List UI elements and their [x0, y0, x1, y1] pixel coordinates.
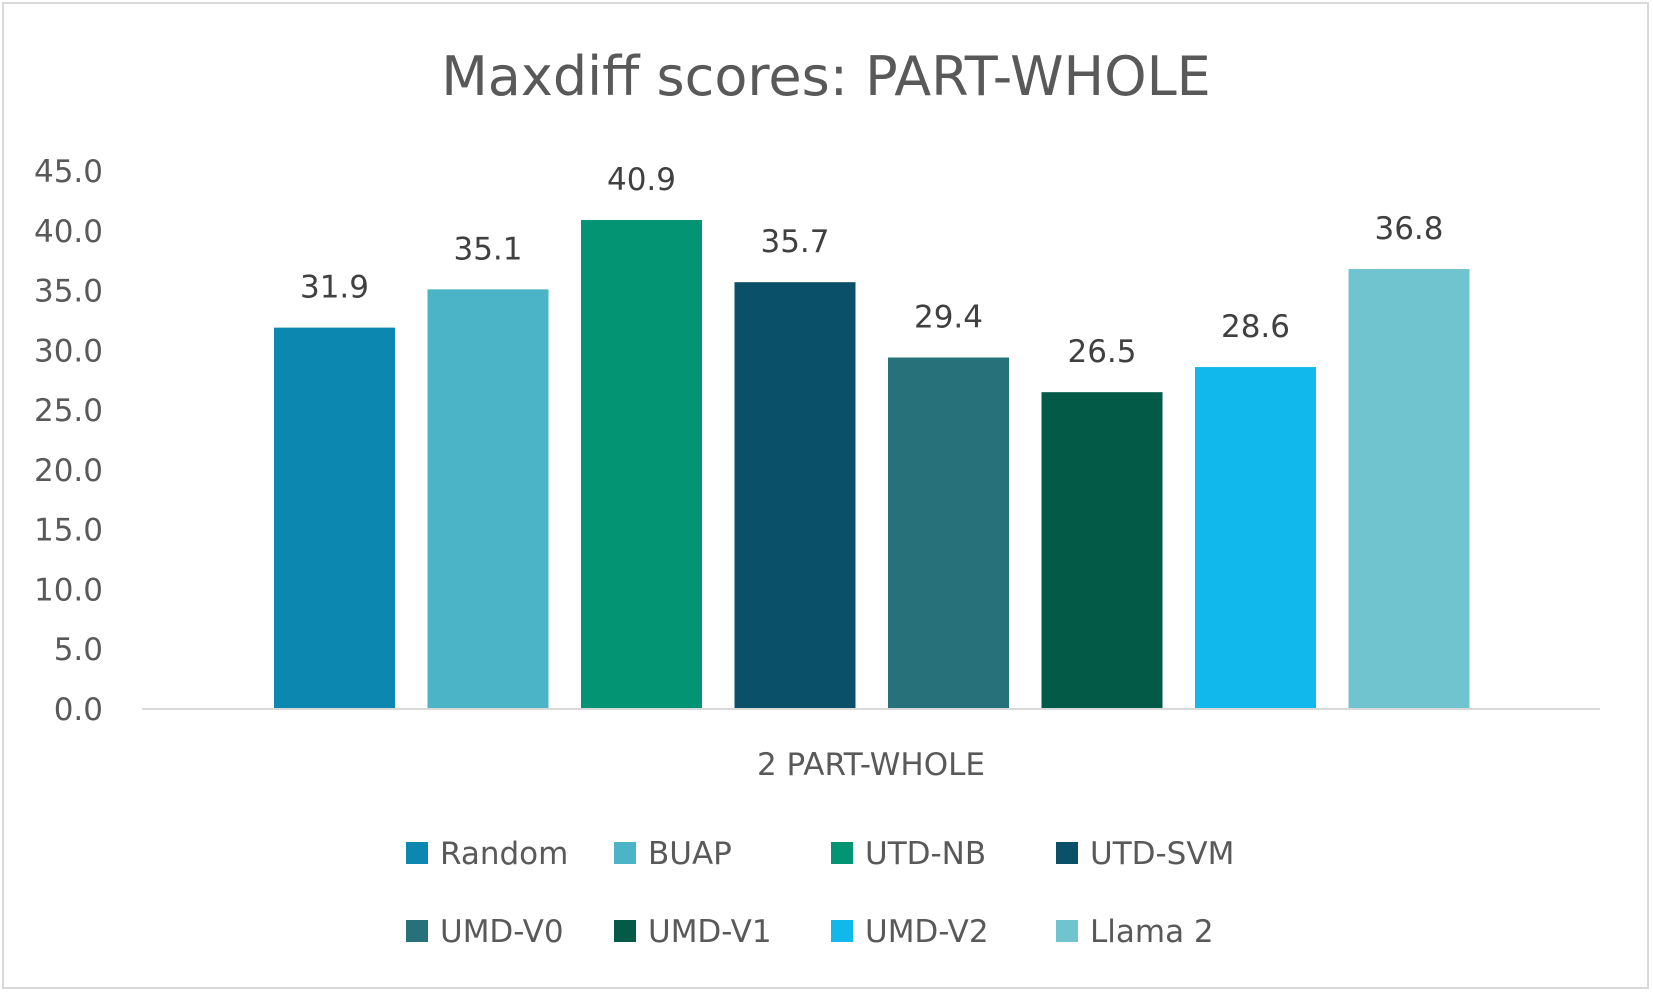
- data-label: 36.8: [1374, 211, 1443, 247]
- category-label: 2 PART-WHOLE: [757, 747, 985, 783]
- data-label: 35.7: [760, 224, 829, 260]
- y-tick-label: 45.0: [34, 154, 103, 190]
- legend: Random BUAP UTD-NB UTD-SVM UMD-V0 UMD-V1 UMD-V…: [406, 836, 1234, 950]
- bar-utd-nb: [581, 220, 702, 710]
- bar-random: [274, 327, 395, 709]
- legend-swatch: [614, 842, 636, 864]
- legend-item-umd-v2: UMD-V2: [831, 914, 989, 950]
- legend-swatch: [1056, 842, 1078, 864]
- legend-label: UMD-V0: [440, 914, 564, 950]
- legend-label: Llama 2: [1090, 914, 1214, 950]
- data-label: 29.4: [914, 300, 983, 336]
- legend-item-umd-v1: UMD-V1: [614, 914, 772, 950]
- legend-swatch: [614, 920, 636, 942]
- data-label: 40.9: [607, 162, 676, 198]
- bar-umd-v2: [1195, 367, 1316, 709]
- y-tick-label: 40.0: [34, 214, 103, 250]
- y-tick-label: 25.0: [34, 393, 103, 429]
- y-tick-label: 0.0: [54, 692, 103, 728]
- legend-swatch: [406, 920, 428, 942]
- legend-item-llama-2: Llama 2: [1056, 914, 1214, 950]
- chart-title: Maxdiff scores: PART-WHOLE: [441, 45, 1211, 108]
- legend-label: UMD-V1: [648, 914, 772, 950]
- legend-swatch: [831, 920, 853, 942]
- data-label: 26.5: [1067, 334, 1136, 370]
- y-axis-ticks: 0.0 5.0 10.0 15.0 20.0 25.0 30.0 35.0 40.0 45.0: [34, 154, 103, 728]
- legend-label: Random: [440, 836, 568, 872]
- legend-item-random: Random: [406, 836, 568, 872]
- legend-item-buap: BUAP: [614, 836, 732, 872]
- legend-swatch: [831, 842, 853, 864]
- bar-buap: [427, 289, 549, 709]
- y-tick-label: 20.0: [34, 453, 103, 489]
- legend-item-utd-svm: UTD-SVM: [1056, 836, 1234, 872]
- legend-item-utd-nb: UTD-NB: [831, 836, 986, 872]
- legend-label: BUAP: [648, 836, 732, 872]
- y-tick-label: 35.0: [34, 274, 103, 310]
- y-tick-label: 30.0: [34, 333, 103, 369]
- bars: [274, 220, 1470, 710]
- data-label: 31.9: [300, 270, 369, 306]
- data-label: 35.1: [453, 231, 522, 267]
- legend-label: UTD-SVM: [1090, 836, 1234, 872]
- legend-label: UMD-V2: [865, 914, 989, 950]
- y-tick-label: 15.0: [34, 513, 103, 549]
- bar-utd-svm: [734, 282, 856, 709]
- y-tick-label: 10.0: [34, 572, 103, 608]
- bar-llama-2: [1348, 269, 1470, 709]
- data-label: 28.6: [1221, 309, 1290, 345]
- legend-swatch: [1056, 920, 1078, 942]
- legend-swatch: [406, 842, 428, 864]
- bar-umd-v0: [888, 357, 1009, 709]
- data-labels: 31.9 35.1 40.9 35.7 29.4 26.5 28.6 36.8: [300, 162, 1444, 370]
- y-tick-label: 5.0: [54, 632, 103, 668]
- bar-umd-v1: [1041, 392, 1163, 709]
- legend-item-umd-v0: UMD-V0: [406, 914, 564, 950]
- legend-label: UTD-NB: [865, 836, 986, 872]
